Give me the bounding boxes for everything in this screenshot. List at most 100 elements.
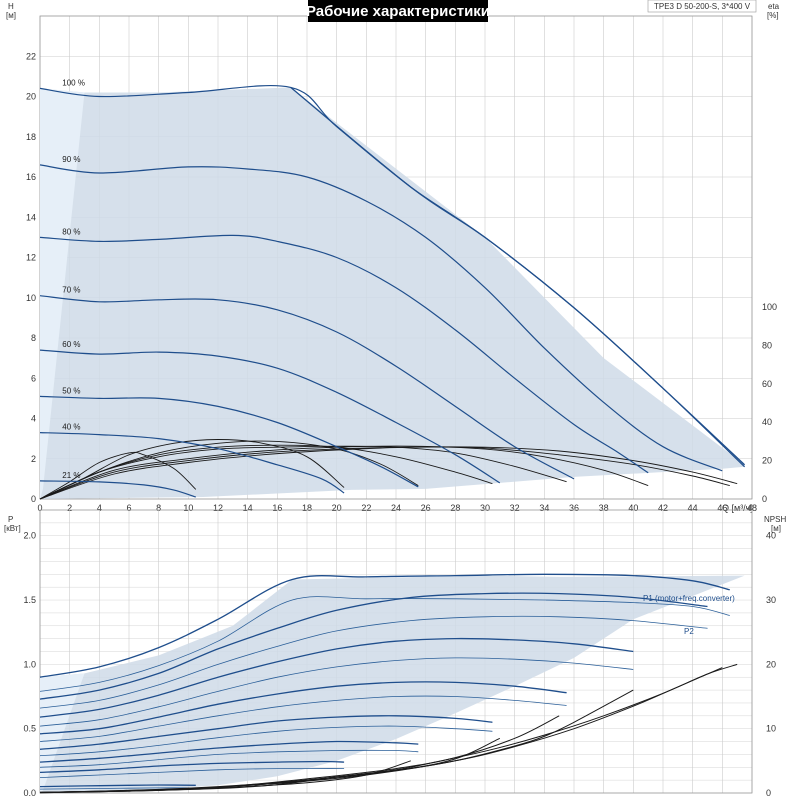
speed-label: 70 % xyxy=(62,286,80,295)
y-tick-label: 2 xyxy=(31,454,36,464)
x-tick-label: 26 xyxy=(421,503,431,513)
x-tick-label: 44 xyxy=(688,503,698,513)
eta-tick-label: 20 xyxy=(762,456,772,466)
x-tick-label: 2 xyxy=(67,503,72,513)
x-tick-label: 12 xyxy=(213,503,223,513)
x-tick-label: 22 xyxy=(361,503,371,513)
x-tick-label: 36 xyxy=(569,503,579,513)
eta-tick-label: 40 xyxy=(762,417,772,427)
head-chart: 100 %90 %80 %70 %60 %50 %40 %21 %0 2 4 6 8 10… xyxy=(6,2,780,513)
p1-curve-1 xyxy=(39,573,730,678)
legend-p1: P1 (motor+freq.converter) xyxy=(643,594,735,603)
y-tick-label: 14 xyxy=(26,212,36,222)
npsh-tick-label: 30 xyxy=(766,595,776,605)
efficiency-curve-6 xyxy=(39,445,649,500)
p2-curve-4 xyxy=(39,695,567,742)
p1-curve-7 xyxy=(39,760,345,774)
plot-frame xyxy=(39,509,753,794)
x-tick-label: 40 xyxy=(628,503,638,513)
eta-axis-unit: [%] xyxy=(767,11,779,20)
model-box xyxy=(647,0,757,13)
p2-curve-6 xyxy=(39,749,419,768)
speed-curve-2 xyxy=(39,164,723,472)
p2-curve-1 xyxy=(39,596,730,692)
min-flow-area xyxy=(40,673,85,793)
x-tick-label: 8 xyxy=(156,503,161,513)
x-tick-label: 0 xyxy=(37,503,42,513)
eta-tick-label: 100 xyxy=(762,302,777,312)
p1-curve-2 xyxy=(39,592,708,700)
npsh-tick-label: 20 xyxy=(766,659,776,669)
p2-curve-5 xyxy=(39,725,493,757)
p-axis-label: P xyxy=(8,515,13,524)
y-tick-label: 16 xyxy=(26,172,36,182)
speed-curve-5 xyxy=(39,349,501,484)
npsh-tick-label: 0 xyxy=(766,788,771,798)
p-tick-label: 0.5 xyxy=(23,724,36,734)
p2-curve-7 xyxy=(39,768,345,778)
speed-label: 50 % xyxy=(62,386,80,395)
x-tick-label: 20 xyxy=(332,503,342,513)
npsh-curve-5 xyxy=(39,737,501,793)
p1-curve-4 xyxy=(39,681,567,735)
legend-p2: P2 xyxy=(684,627,694,636)
x-tick-label: 6 xyxy=(126,503,131,513)
x-tick-label: 30 xyxy=(480,503,490,513)
p-tick-label: 1.0 xyxy=(23,659,36,669)
npsh-tick-label: 40 xyxy=(766,531,776,541)
p1-curve-8 xyxy=(39,784,196,788)
npsh-curve-7 xyxy=(39,776,337,794)
x-tick-label: 28 xyxy=(450,503,460,513)
p2-curve-3 xyxy=(39,657,634,727)
speed-label: 60 % xyxy=(62,340,80,349)
x-tick-label: 16 xyxy=(272,503,282,513)
eta-tick-label: 0 xyxy=(762,494,767,504)
p2-curve-2 xyxy=(39,615,708,709)
x-tick-label: 46 xyxy=(717,503,727,513)
speed-curve-6 xyxy=(39,395,419,488)
speed-label: 80 % xyxy=(62,227,80,236)
x-tick-label: 24 xyxy=(391,503,401,513)
efficiency-curve-8 xyxy=(39,446,738,500)
p1-curve-3 xyxy=(39,637,634,718)
chart-header: Рабочие характеристики TPE3 D 50-200-S, … xyxy=(306,0,757,22)
speed-curve-4 xyxy=(39,295,575,480)
power-chart: 0.0 0.5 1.0 1.5 2.0 0 10 20 30 40 P[кВт] NPSH[м] P1 … xyxy=(4,509,786,798)
p-tick-label: 2.0 xyxy=(23,531,36,541)
x-tick-label: 32 xyxy=(510,503,520,513)
speed-curve-3 xyxy=(39,234,649,474)
chart-title: Рабочие характеристики xyxy=(306,3,490,20)
p-tick-label: 1.5 xyxy=(23,595,36,605)
eta-axis-label: eta xyxy=(768,2,780,11)
y-tick-label: 4 xyxy=(31,414,36,424)
y-axis-label: H xyxy=(8,2,14,11)
speed-curve-7 xyxy=(39,432,345,494)
speed-curve-8 xyxy=(39,480,196,498)
x-tick-label: 42 xyxy=(658,503,668,513)
p2-curve-8 xyxy=(39,787,196,790)
y-axis-unit: [м] xyxy=(6,11,16,20)
p-axis-unit: [кВт] xyxy=(4,524,21,533)
y-tick-label: 20 xyxy=(26,92,36,102)
efficiency-curve-5 xyxy=(39,445,567,500)
eta-tick-label: 60 xyxy=(762,379,772,389)
x-tick-label: 34 xyxy=(539,503,549,513)
title-banner xyxy=(308,0,488,22)
y-tick-label: 0 xyxy=(31,494,36,504)
x-tick-label: 48 xyxy=(747,503,757,513)
x-tick-label: 18 xyxy=(302,503,312,513)
y-tick-label: 10 xyxy=(26,293,36,303)
pump-model: TPE3 D 50-200-S, 3*400 V xyxy=(654,2,751,11)
npsh-tick-label: 10 xyxy=(766,724,776,734)
efficiency-curve-2 xyxy=(39,439,345,500)
speed-label: 21 % xyxy=(62,471,80,480)
p1-curve-6 xyxy=(39,740,419,763)
x-tick-label: 10 xyxy=(183,503,193,513)
p-tick-label: 0.0 xyxy=(23,788,36,798)
p1-curve-5 xyxy=(39,715,493,750)
speed-label: 100 % xyxy=(62,78,85,87)
y-tick-label: 22 xyxy=(26,51,36,61)
operating-area xyxy=(40,87,745,500)
y-tick-label: 12 xyxy=(26,253,36,263)
